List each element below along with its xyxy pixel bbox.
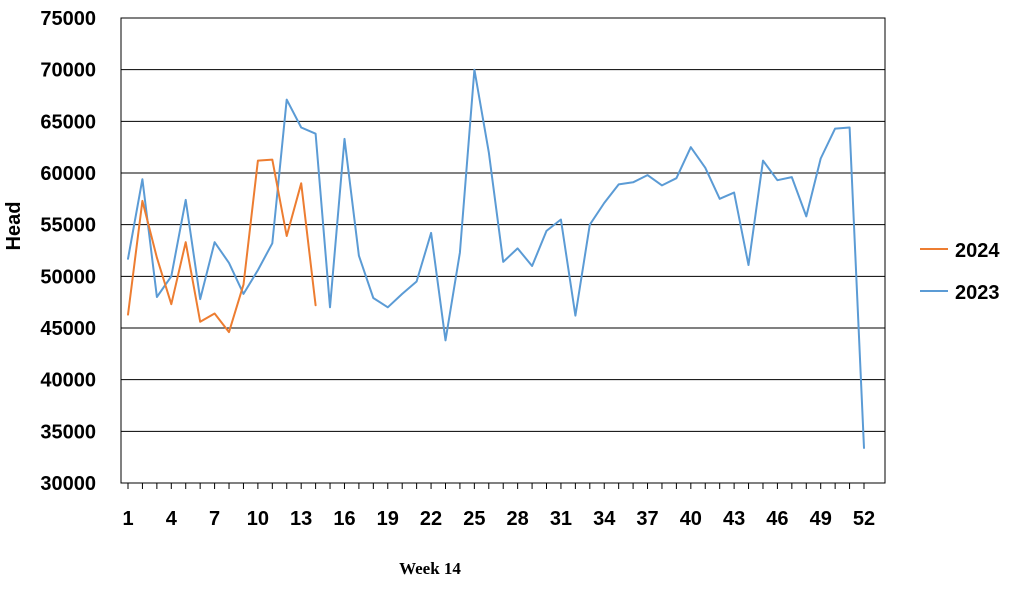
x-tick-label: 10	[247, 508, 269, 530]
x-tick-label: 34	[593, 508, 616, 530]
x-tick-labels: 1 4 7 10 13 16 19 22 25 28 31 34 37 40 43 46 49 52	[122, 508, 875, 530]
y-tick-label: 55000	[40, 215, 96, 237]
y-tick-label: 30000	[40, 473, 96, 495]
legend-label-2024: 2024	[955, 240, 1000, 262]
x-tick-label: 49	[810, 508, 832, 530]
series-line-2023	[127, 68, 865, 449]
x-tick-label: 28	[507, 508, 529, 530]
legend-label-2023: 2023	[955, 282, 1000, 304]
x-tick-label: 52	[853, 508, 875, 530]
y-tick-label: 70000	[40, 60, 96, 82]
series-line-2024	[127, 158, 317, 334]
y-tick-label: 35000	[40, 421, 96, 443]
x-tick-label: 13	[290, 508, 312, 530]
x-tick-label: 31	[550, 508, 572, 530]
legend: 2024 2023	[920, 240, 1000, 304]
x-tick-label: 37	[636, 508, 658, 530]
x-tick-label: 19	[377, 508, 399, 530]
y-tick-label: 50000	[40, 266, 96, 288]
axes	[120, 17, 886, 489]
x-tick-label: 1	[122, 508, 133, 530]
x-tick-label: 7	[209, 508, 220, 530]
series-lines	[127, 68, 865, 449]
x-tick-label: 46	[766, 508, 788, 530]
plot-border	[120, 17, 886, 484]
x-axis-label: Week 14	[399, 559, 461, 578]
y-tick-labels: 30000 35000 40000 45000 50000 55000 60000 65000…	[40, 8, 96, 495]
x-tick-label: 40	[680, 508, 702, 530]
x-tick-label: 25	[463, 508, 485, 530]
y-tick-label: 75000	[40, 8, 96, 30]
x-tick-label: 43	[723, 508, 745, 530]
x-tick-label: 16	[333, 508, 355, 530]
y-tick-label: 45000	[40, 318, 96, 340]
y-tick-label: 65000	[40, 111, 96, 133]
y-axis-label: Head	[3, 202, 25, 251]
y-tick-label: 40000	[40, 370, 96, 392]
gridlines	[121, 17, 885, 432]
x-tick-label: 22	[420, 508, 442, 530]
x-tick-label: 4	[166, 508, 178, 530]
y-tick-label: 60000	[40, 163, 96, 185]
